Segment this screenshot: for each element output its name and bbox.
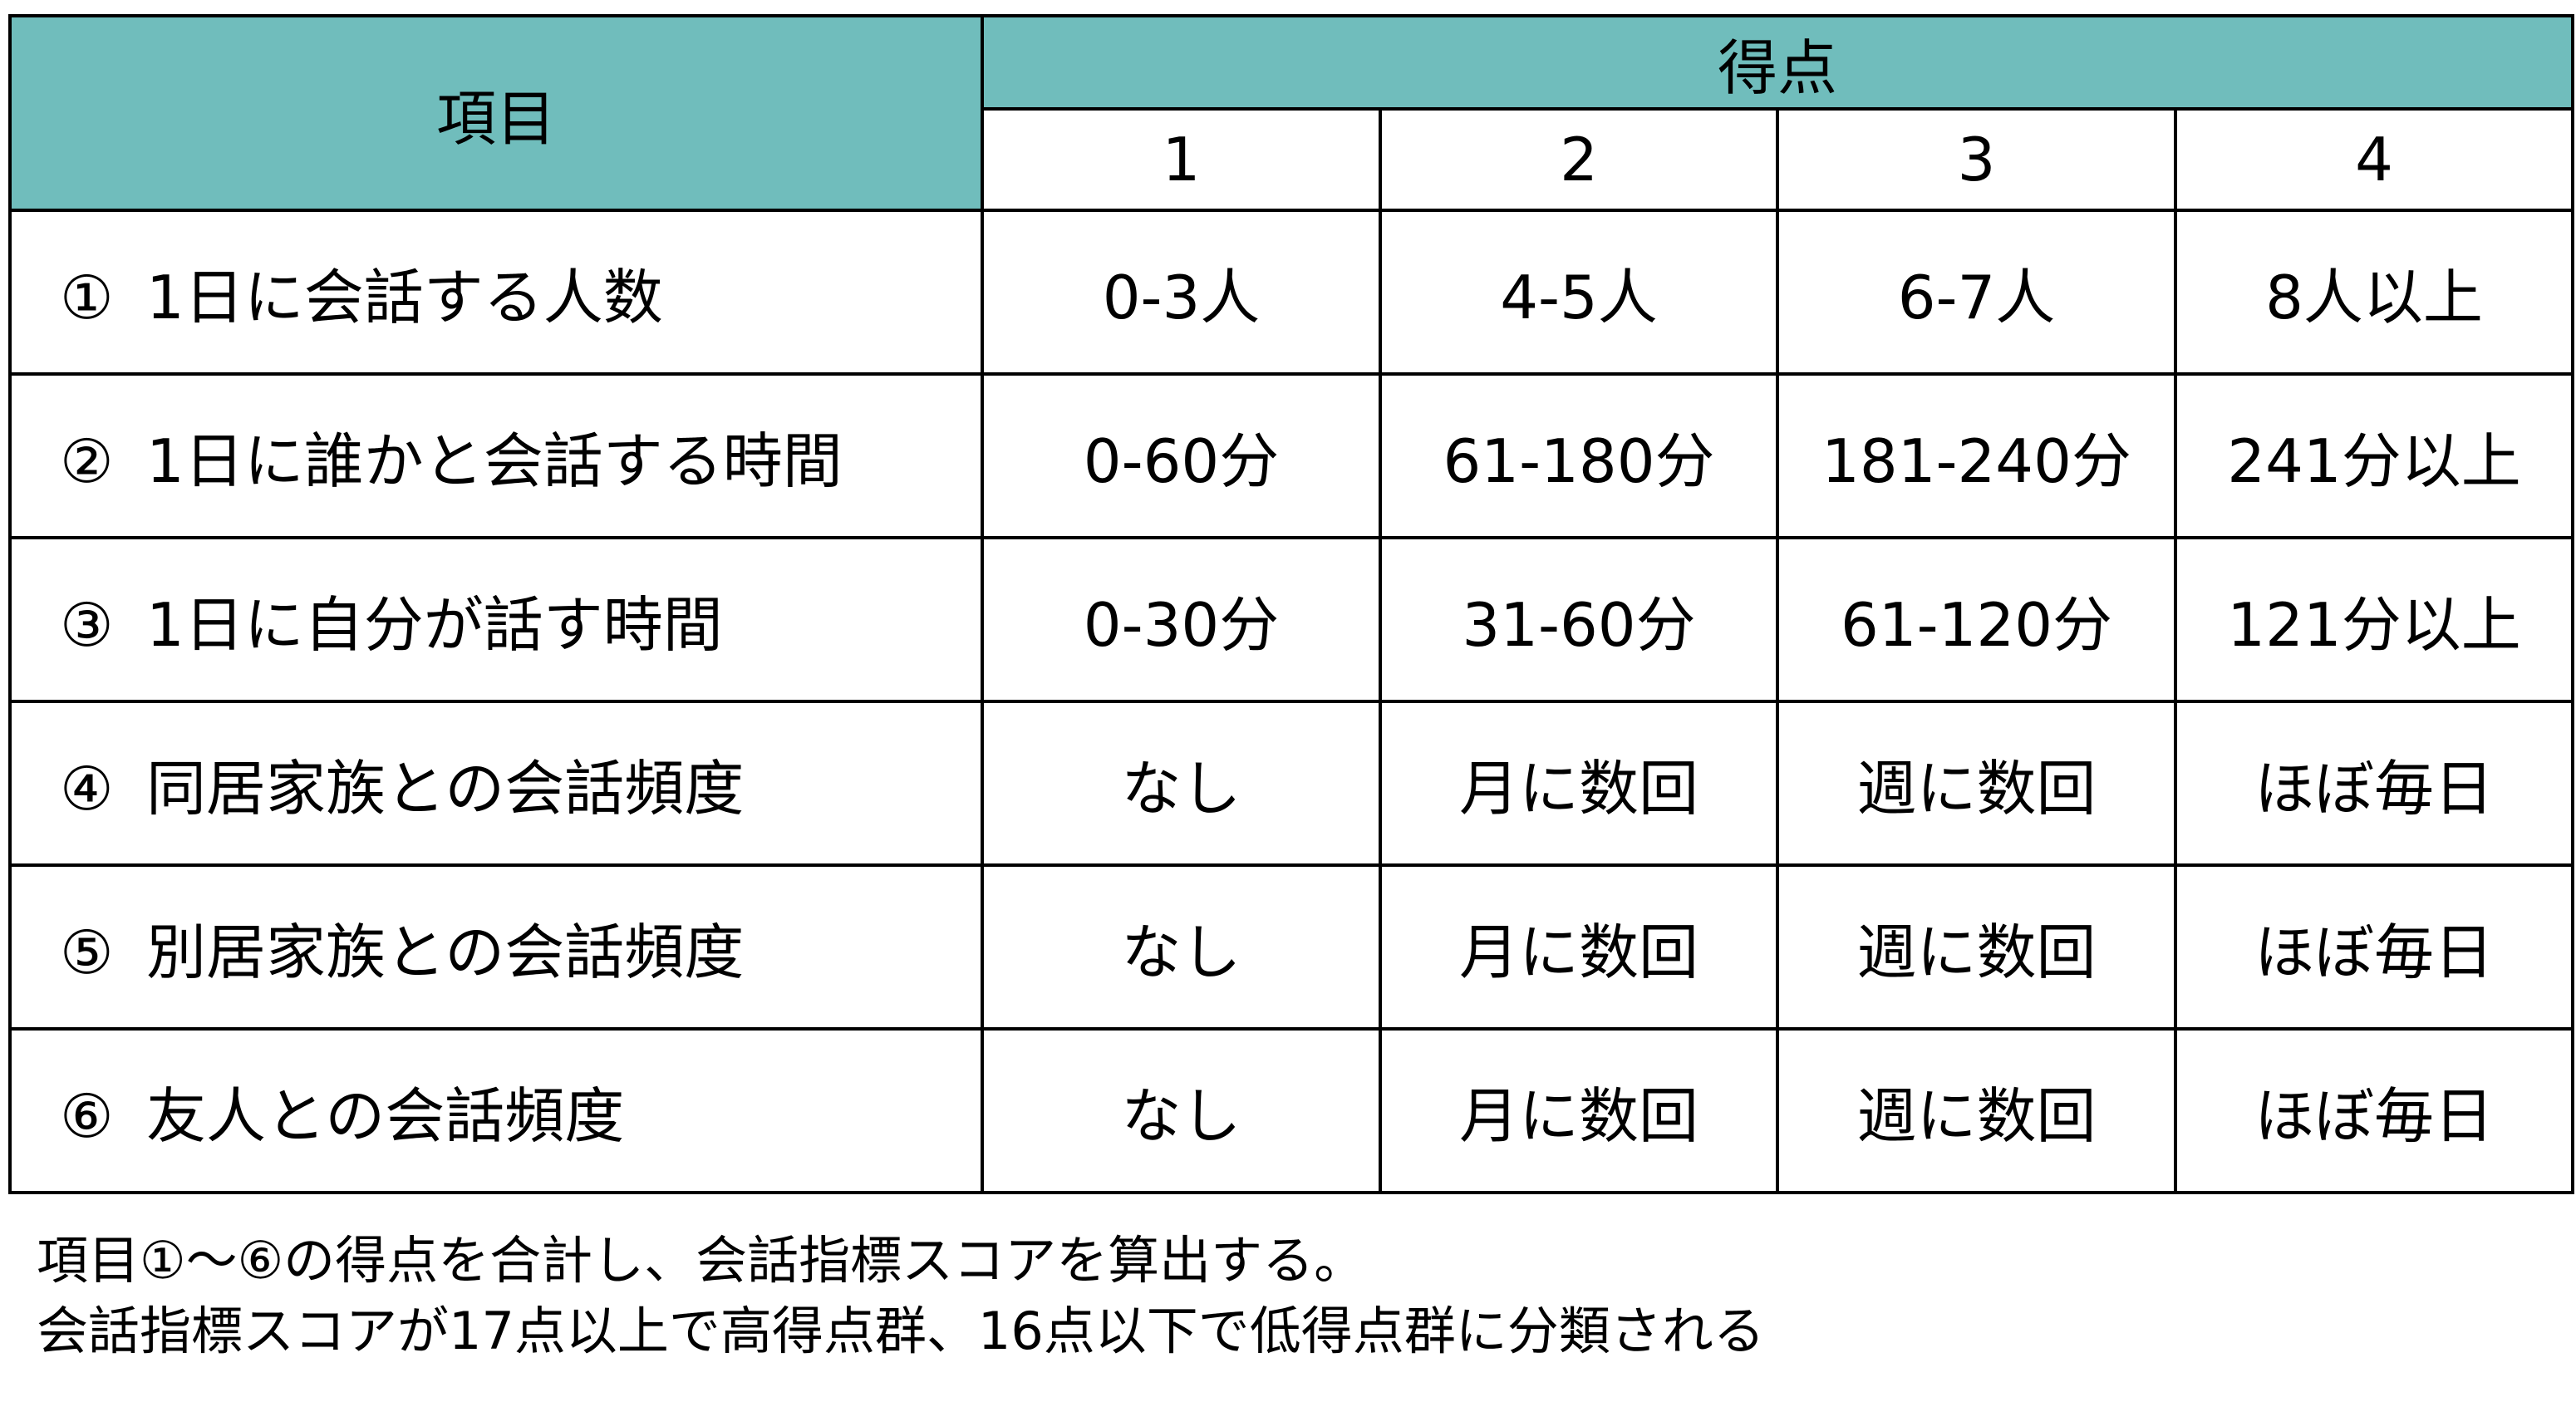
table-row: ③ 1日に自分が話す時間 0-30分 31-60分 61-120分 121分以上 bbox=[8, 536, 2574, 703]
item-cell: ② 1日に誰かと会話する時間 bbox=[8, 372, 984, 539]
table-row: ② 1日に誰かと会話する時間 0-60分 61-180分 181-240分 241分以上 bbox=[8, 372, 2574, 539]
item-number: ③ bbox=[60, 590, 114, 660]
footnote-2: 会話指標スコアが17点以上で高得点群、16点以下で低得点群に分類される bbox=[37, 1301, 1765, 1361]
item-cell: ⑤ 別居家族との会話頻度 bbox=[8, 863, 984, 1031]
score-cell-3: 6-7人 bbox=[1776, 209, 2177, 376]
item-cell: ④ 同居家族との会話頻度 bbox=[8, 700, 984, 867]
score-cell-3: 181-240分 bbox=[1776, 372, 2177, 539]
item-number: ② bbox=[60, 426, 114, 496]
footnote-1: 項目①～⑥の得点を合計し、会話指標スコアを算出する。 bbox=[37, 1230, 1366, 1291]
score-cell-2: 月に数回 bbox=[1379, 1027, 1779, 1194]
score-cell-1: 0-60分 bbox=[981, 372, 1382, 539]
score-cell-4: 121分以上 bbox=[2174, 536, 2574, 703]
item-cell: ⑥ 友人との会話頻度 bbox=[8, 1027, 984, 1194]
score-cell-4: 241分以上 bbox=[2174, 372, 2574, 539]
item-label: 友人との会話頻度 bbox=[146, 1081, 625, 1151]
item-number: ⑥ bbox=[60, 1081, 114, 1151]
item-label: 別居家族との会話頻度 bbox=[146, 917, 745, 987]
score-level-2: 2 bbox=[1379, 107, 1779, 212]
score-level-1: 1 bbox=[981, 107, 1382, 212]
item-number: ① bbox=[60, 263, 114, 332]
item-label: 1日に会話する人数 bbox=[146, 263, 663, 332]
score-level-3: 3 bbox=[1776, 107, 2177, 212]
score-cell-3: 週に数回 bbox=[1776, 1027, 2177, 1194]
table-row: ① 1日に会話する人数 0-3人 4-5人 6-7人 8人以上 bbox=[8, 209, 2574, 376]
score-cell-3: 週に数回 bbox=[1776, 863, 2177, 1031]
score-cell-2: 月に数回 bbox=[1379, 863, 1779, 1031]
item-label: 1日に自分が話す時間 bbox=[146, 590, 723, 660]
score-cell-4: ほぼ毎日 bbox=[2174, 1027, 2574, 1194]
score-cell-1: なし bbox=[981, 1027, 1382, 1194]
score-cell-3: 週に数回 bbox=[1776, 700, 2177, 867]
header-row: 項目 得点 bbox=[8, 14, 2574, 212]
item-cell: ③ 1日に自分が話す時間 bbox=[8, 536, 984, 703]
score-cell-1: なし bbox=[981, 700, 1382, 867]
scoring-table: 項目 得点 1 2 3 4 ① 1日に会話する人数 0-3人 4-5人 6-7人 8人以上… bbox=[8, 14, 2574, 1194]
table-row: ④ 同居家族との会話頻度 なし 月に数回 週に数回 ほぼ毎日 bbox=[8, 700, 2574, 867]
score-level-4: 4 bbox=[2174, 107, 2574, 212]
score-header: 得点 bbox=[981, 14, 2574, 111]
score-cell-2: 31-60分 bbox=[1379, 536, 1779, 703]
score-cell-3: 61-120分 bbox=[1776, 536, 2177, 703]
score-cell-4: ほぼ毎日 bbox=[2174, 863, 2574, 1031]
table-row: ⑥ 友人との会話頻度 なし 月に数回 週に数回 ほぼ毎日 bbox=[8, 1027, 2574, 1194]
score-cell-2: 4-5人 bbox=[1379, 209, 1779, 376]
item-cell: ① 1日に会話する人数 bbox=[8, 209, 984, 376]
score-cell-4: ほぼ毎日 bbox=[2174, 700, 2574, 867]
item-number: ⑤ bbox=[60, 917, 114, 987]
item-number: ④ bbox=[60, 754, 114, 824]
score-cell-2: 月に数回 bbox=[1379, 700, 1779, 867]
score-level-row: 1 2 3 4 bbox=[10, 107, 2574, 212]
score-cell-1: 0-3人 bbox=[981, 209, 1382, 376]
item-header: 項目 bbox=[8, 14, 984, 212]
score-cell-2: 61-180分 bbox=[1379, 372, 1779, 539]
score-cell-1: 0-30分 bbox=[981, 536, 1382, 703]
item-label: 同居家族との会話頻度 bbox=[146, 754, 745, 824]
table-row: ⑤ 別居家族との会話頻度 なし 月に数回 週に数回 ほぼ毎日 bbox=[8, 863, 2574, 1031]
score-cell-1: なし bbox=[981, 863, 1382, 1031]
score-cell-4: 8人以上 bbox=[2174, 209, 2574, 376]
item-label: 1日に誰かと会話する時間 bbox=[146, 426, 843, 496]
